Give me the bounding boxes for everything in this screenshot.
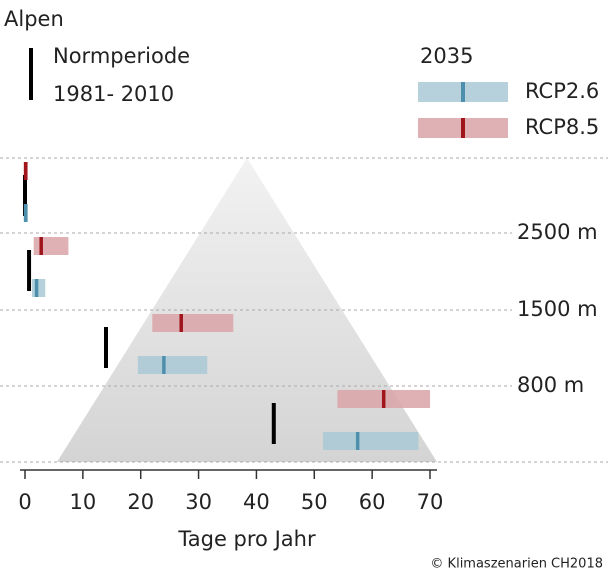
range-bar bbox=[33, 237, 69, 255]
x-axis-label: Tage pro Jahr bbox=[177, 527, 316, 551]
legend-label: RCP8.5 bbox=[525, 115, 599, 139]
x-tick-label: 50 bbox=[301, 490, 328, 514]
legend-reference-name: Normperiode bbox=[53, 44, 190, 68]
x-tick-label: 40 bbox=[243, 490, 270, 514]
legend-label: RCP2.6 bbox=[525, 79, 599, 103]
x-tick-label: 20 bbox=[127, 490, 154, 514]
x-tick-label: 10 bbox=[69, 490, 96, 514]
label-bg bbox=[512, 296, 608, 324]
elevation-label: 2500 m bbox=[517, 220, 598, 244]
label-bg bbox=[512, 219, 608, 247]
legend-title: 2035 bbox=[420, 44, 473, 68]
label-bg bbox=[512, 372, 608, 400]
credit: © Klimaszenarien CH2018 bbox=[430, 557, 603, 572]
range-bar bbox=[152, 314, 234, 332]
x-tick-label: 60 bbox=[359, 490, 386, 514]
x-tick-label: 30 bbox=[185, 490, 212, 514]
x-tick-label: 0 bbox=[18, 490, 31, 514]
range-bar bbox=[31, 279, 46, 297]
legend-reference-period: 1981- 2010 bbox=[53, 82, 174, 106]
range-bar bbox=[322, 432, 419, 450]
range-bar bbox=[137, 356, 208, 374]
chart-title: Alpen bbox=[4, 7, 64, 31]
x-tick-label: 70 bbox=[417, 490, 444, 514]
elevation-label: 800 m bbox=[517, 373, 584, 397]
elevation-label: 1500 m bbox=[517, 297, 598, 321]
